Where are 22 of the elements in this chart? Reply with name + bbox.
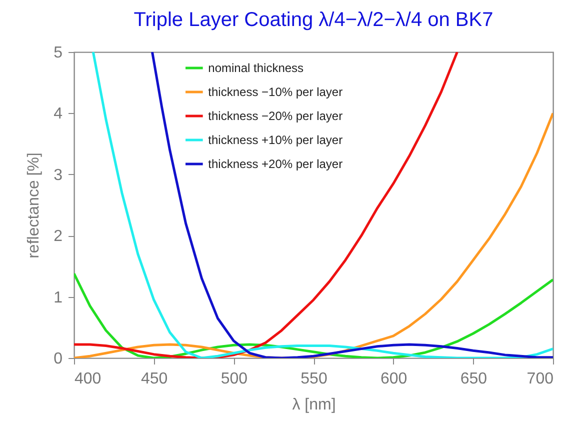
line-series xyxy=(74,52,458,358)
chart-title: Triple Layer Coating λ/4−λ/2−λ/4 on BK7 xyxy=(134,9,494,31)
legend-label: thickness +20% per layer xyxy=(208,157,343,171)
y-tick-label: 2 xyxy=(54,228,63,246)
legend-label: thickness −20% per layer xyxy=(208,109,343,123)
x-tick-label: 450 xyxy=(140,370,168,388)
x-tick-label: 550 xyxy=(300,370,328,388)
legend-label: thickness −10% per layer xyxy=(208,85,343,99)
y-axis-title: reflectance [%] xyxy=(26,152,43,258)
legend-label: nominal thickness xyxy=(208,61,304,75)
y-tick-label: 0 xyxy=(54,350,63,368)
legend-label: thickness +10% per layer xyxy=(208,133,343,147)
y-tick-label: 3 xyxy=(54,166,63,184)
x-tick-label: 500 xyxy=(220,370,248,388)
x-tick-label: 650 xyxy=(460,370,488,388)
y-tick-label: 1 xyxy=(54,289,63,306)
x-tick-label: 600 xyxy=(380,370,408,388)
x-tick-label: 700 xyxy=(526,370,554,388)
x-tick-label: 400 xyxy=(74,370,102,388)
x-axis-title: λ [nm] xyxy=(292,396,336,414)
y-tick-label: 5 xyxy=(54,44,63,62)
y-tick-label: 4 xyxy=(54,106,63,123)
